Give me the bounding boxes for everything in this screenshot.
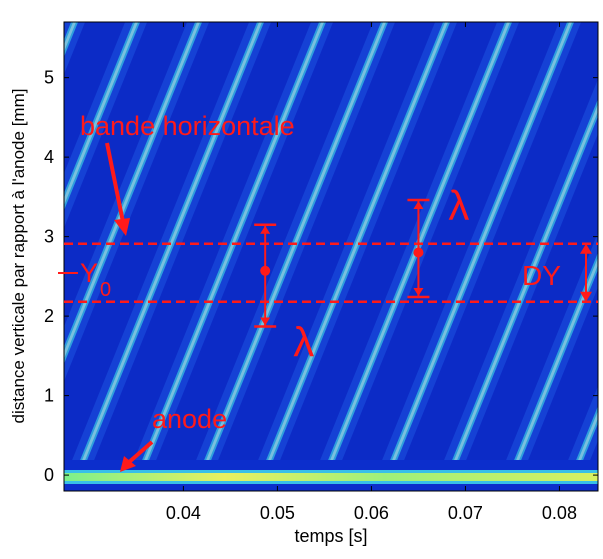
lambda-center — [260, 265, 271, 276]
arrow-head — [114, 218, 130, 236]
x-tick-label: 0.07 — [448, 503, 483, 523]
x-tick-label: 0.06 — [354, 503, 389, 523]
y0-label: Y — [80, 258, 98, 288]
y-tick-label: 2 — [44, 306, 54, 326]
y-tick-label: 1 — [44, 386, 54, 406]
arrow-head — [260, 225, 271, 234]
y-tick-label: 5 — [44, 68, 54, 88]
y-tick-label: 4 — [44, 147, 54, 167]
anode-label: anode — [152, 404, 227, 434]
x-tick-label: 0.08 — [542, 503, 577, 523]
band-label: bande horizontale — [80, 111, 295, 141]
arrow — [105, 142, 125, 223]
plot-frame — [63, 21, 599, 492]
arrow-head — [580, 291, 592, 302]
y-axis-label: distance verticale par rapport à l'anode… — [9, 89, 28, 424]
arrow-head — [120, 456, 136, 472]
x-tick-label: 0.04 — [166, 503, 201, 523]
arrow-head — [260, 317, 271, 326]
x-axis-label: temps [s] — [294, 526, 367, 546]
lambda-label: λ — [293, 318, 314, 365]
arrow — [126, 440, 154, 465]
lambda-center — [413, 247, 424, 258]
y-tick-label: 0 — [44, 465, 54, 485]
y0-subscript: 0 — [100, 279, 111, 301]
arrow-head — [413, 288, 424, 297]
image — [64, 22, 598, 491]
y-tick-label: 3 — [44, 227, 54, 247]
arrow-head — [580, 243, 592, 254]
lambda-label: λ — [448, 182, 469, 229]
arrow-head — [413, 201, 424, 210]
x-tick-label: 0.05 — [260, 503, 295, 523]
dy-label: DY — [522, 260, 561, 291]
